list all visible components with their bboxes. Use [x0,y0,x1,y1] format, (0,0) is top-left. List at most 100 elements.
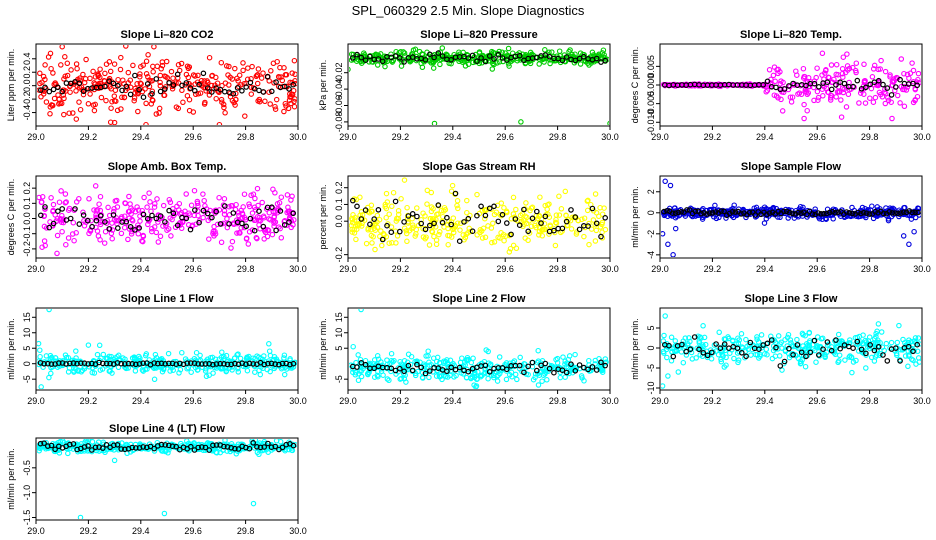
overlay-point [551,227,557,234]
data-point [661,350,667,356]
overlay-point [140,211,147,218]
data-point [403,230,410,237]
overlay-point [70,360,77,366]
data-point [861,91,867,97]
data-point [287,356,293,362]
series-points [37,439,297,519]
data-point [384,357,390,363]
plot-frame [659,175,923,259]
data-point [83,439,89,444]
data-point [233,451,240,457]
overlay-point [884,85,891,91]
data-point [536,61,542,67]
overlay-point [786,209,793,216]
data-point [42,76,48,83]
overlay-point [833,337,839,343]
overlay-point [243,84,250,90]
data-point [246,203,253,210]
data-point [586,241,592,248]
data-point [275,73,282,80]
data-point [64,72,71,79]
data-point [92,363,99,369]
overlay-point [871,347,878,354]
data-point [792,352,799,358]
overlay-point [661,208,667,215]
data-point [37,447,42,454]
data-point [546,231,552,237]
overlay-point [358,216,365,222]
data-point [39,194,46,200]
data-point [748,352,754,358]
overlay-point [837,345,844,352]
overlay-point [157,88,164,95]
overlay-point [678,209,685,215]
data-point [77,77,83,83]
y-axis-label: ml/min per min. [630,318,640,380]
data-point [155,239,162,245]
data-point [253,234,260,241]
chart-panel-4: Slope Amb. Box Temp.29.0 29.2 29.4 29.6 29.8… [6,161,307,274]
overlay-point [59,88,66,95]
data-point [383,214,389,221]
overlay-point [803,82,809,89]
data-point [383,234,390,240]
overlay-point [405,362,412,369]
data-point [599,221,605,228]
data-point [281,371,288,378]
overlay-point [786,345,792,352]
x-tick-label: 29.0 [27,396,45,406]
overlay-point [914,82,921,89]
overlay-point [213,442,220,448]
overlay-point [42,84,48,91]
data-point [43,225,50,231]
data-point [269,231,276,238]
data-point [245,65,251,71]
x-tick-label: 29.0 [651,132,669,142]
y-tick-label: 0.0 [22,79,32,92]
data-point [214,221,221,228]
overlay-point [818,211,824,217]
data-point [194,367,201,373]
data-point [204,78,210,84]
data-point [255,98,261,104]
data-point [434,211,440,218]
data-point [849,369,855,376]
overlay-point [568,361,574,368]
overlay-point [277,208,284,214]
overlay-point [261,444,268,450]
overlay-point [696,346,702,353]
data-point [50,201,57,208]
outlier-point [85,342,92,348]
overlay-point [431,54,437,61]
data-point [876,89,883,96]
overlay-point [173,443,180,450]
data-point [401,177,408,183]
overlay-point [414,213,420,220]
data-point [67,89,73,95]
overlay-point [598,359,604,366]
overlay-point [465,215,472,222]
data-point [721,364,728,370]
x-tick-label: 29.2 [392,132,410,142]
data-point [544,377,550,383]
data-point [62,88,69,94]
y-tick-label: -0.2 [334,247,344,263]
overlay-point [422,226,429,233]
data-point [424,187,431,194]
data-point [728,81,734,88]
data-point [671,205,678,212]
overlay-point [151,360,158,366]
data-point [289,70,295,76]
data-point [137,71,143,77]
data-point [369,240,375,246]
data-point [787,337,794,343]
data-point [56,96,63,102]
overlay-point [55,208,61,215]
overlay-point [448,221,455,228]
data-point [885,97,892,104]
y-axis-label: ml/min per min. [6,448,16,510]
data-point [559,228,565,234]
overlay-point [478,203,484,210]
data-point [63,354,70,361]
data-point [143,58,150,65]
